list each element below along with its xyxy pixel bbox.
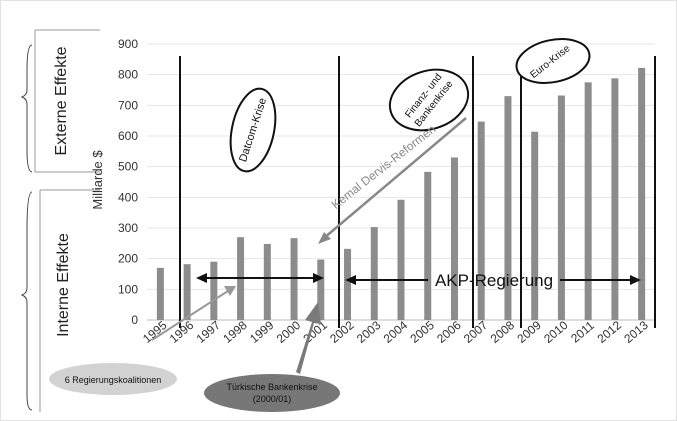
bar-2000 [290,238,298,320]
y-tick-900: 900 [118,37,138,51]
bar-2008 [504,96,512,320]
koalitionen-arrow-head [224,286,236,296]
bankenkrise-arrow [296,302,321,374]
x-tick-1998: 1998 [220,318,250,346]
x-tick-2007: 2007 [461,318,491,346]
bar-2002 [344,248,352,320]
bar-2007 [477,121,485,320]
brace-interne [20,191,33,411]
x-tick-labels: 1995199619971998199920002001200220032004… [140,318,651,346]
x-tick-2013: 2013 [621,318,651,346]
interne-effekte-label: Interne Effekte [55,233,72,337]
akp-label: AKP-Regierung [435,271,553,290]
bankenkrise-label-line2: (2000/01) [253,394,292,404]
bar-2012 [611,78,619,320]
y-tick-500: 500 [118,160,138,174]
y-tick-600: 600 [118,129,138,143]
dervis-arrow-line [323,117,467,239]
x-tick-2010: 2010 [541,318,571,346]
x-tick-2005: 2005 [407,318,437,346]
x-tick-2002: 2002 [327,318,357,346]
finanz-ellipse [388,68,470,132]
bar-2005 [424,171,432,320]
bar-2009 [531,131,539,320]
y-tick-200: 200 [118,252,138,266]
x-tick-2004: 2004 [381,318,411,346]
y-tick-300: 300 [118,221,138,235]
bankenkrise-ellipse [204,374,340,412]
x-tick-2006: 2006 [434,318,464,346]
koalitionen-label: 6 Regierungskoalitionen [65,375,162,385]
x-tick-2009: 2009 [514,318,544,346]
akp-arrow-right [630,275,641,285]
bar-2011 [584,82,592,320]
brace-externe [20,44,33,173]
dervis-arrow-head [318,232,331,244]
bar-1995 [156,267,164,320]
y-tick-400: 400 [118,190,138,204]
x-tick-2011: 2011 [568,318,597,346]
bar-2006 [450,157,458,320]
koalitionen-ellipse [49,363,177,395]
y-tick-100: 100 [118,282,138,296]
x-tick-2012: 2012 [595,318,625,346]
bar-2013 [638,67,646,320]
bankenkrise-label-line1: Türkische Bankenkrise [226,382,317,392]
y-tick-700: 700 [118,98,138,112]
bar-2004 [397,199,405,320]
x-tick-2008: 2008 [488,318,518,346]
first-period-arrow-right [313,273,324,283]
x-tick-1999: 1999 [247,318,277,346]
dotcom-ellipse [229,87,277,173]
y-tick-0: 0 [131,313,138,327]
y-tick-labels: 0 100 200 300 400 500 600 700 800 900 [118,37,138,327]
bar-1996 [183,264,191,320]
euro-ellipse [515,38,591,84]
bar-2003 [370,227,378,320]
bar-1999 [263,243,271,320]
bar-2001 [317,259,325,320]
bar-1997 [210,261,218,320]
x-tick-1997: 1997 [194,318,224,346]
y-tick-800: 800 [118,68,138,82]
y-axis-label: Milliarde $ [90,150,105,210]
bar-2010 [557,95,565,321]
externe-effekte-label: Externe Effekte [53,46,70,155]
akp-arrow-left [345,275,356,285]
koalitionen-arrow-line [151,290,229,341]
first-period-arrow-left [196,273,207,283]
x-tick-2000: 2000 [274,318,304,346]
x-tick-2003: 2003 [354,318,384,346]
